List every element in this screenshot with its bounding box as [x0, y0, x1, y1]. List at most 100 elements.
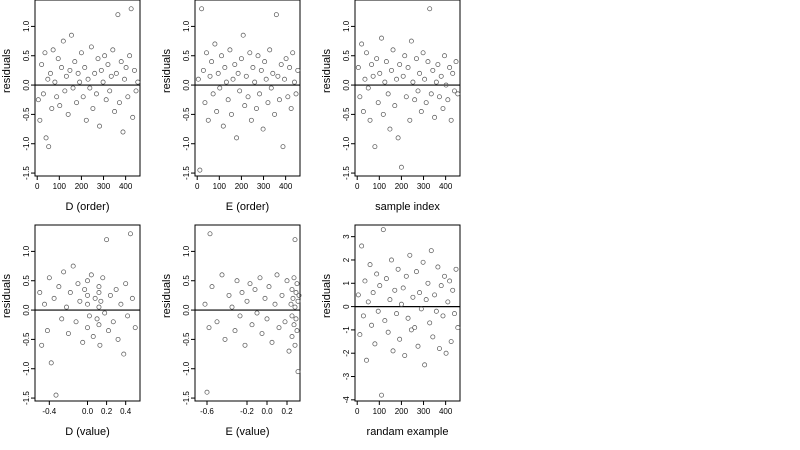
data-point	[237, 313, 243, 319]
data-point	[275, 73, 281, 79]
data-point	[54, 94, 60, 100]
plot-frame	[194, 0, 301, 177]
data-point	[207, 73, 213, 79]
data-point	[276, 97, 282, 103]
data-point	[115, 336, 121, 342]
data-point	[48, 360, 54, 366]
data-point	[252, 287, 258, 292]
data-point	[85, 76, 91, 82]
data-point	[45, 76, 51, 82]
data-point	[209, 284, 215, 290]
data-point	[377, 283, 383, 289]
data-point	[292, 237, 298, 243]
data-point	[219, 53, 224, 59]
data-point	[100, 79, 106, 85]
x-tick-label: 0.4	[120, 407, 132, 416]
data-point	[223, 79, 229, 85]
data-point	[88, 272, 94, 278]
y-tick-label: 3	[342, 234, 351, 239]
data-point	[112, 109, 118, 114]
data-point	[82, 65, 88, 70]
data-point	[248, 117, 254, 123]
data-point	[283, 56, 289, 62]
data-point	[375, 100, 381, 106]
data-point	[128, 231, 133, 237]
data-point	[226, 292, 232, 298]
data-point	[77, 298, 83, 304]
data-point	[282, 319, 288, 325]
x-tick-label: 100	[53, 182, 67, 191]
data-point	[295, 298, 301, 304]
data-point	[125, 313, 131, 319]
data-point	[374, 271, 380, 277]
data-point	[49, 106, 55, 111]
data-point	[443, 350, 449, 356]
data-point	[98, 298, 104, 304]
data-point	[285, 94, 291, 100]
data-point	[242, 342, 248, 348]
data-point	[132, 67, 137, 73]
y-tick-label: -1.5	[342, 166, 351, 180]
data-point	[105, 62, 111, 67]
data-point	[116, 100, 122, 106]
data-point	[272, 301, 278, 307]
data-point	[427, 320, 433, 326]
x-tick-label: 0.2	[101, 407, 113, 416]
data-point	[42, 50, 48, 56]
data-point	[102, 53, 108, 59]
data-point	[94, 316, 100, 322]
data-point	[222, 336, 228, 342]
data-point	[405, 65, 411, 70]
data-point	[120, 129, 126, 135]
data-point	[97, 123, 102, 129]
data-point	[453, 59, 459, 65]
data-point	[400, 285, 406, 291]
data-point	[359, 243, 365, 249]
scatter-panel-1: 0 100 200 300 400 -1.5 -1.0 -0.5 0.0 0.5 1.0 D (ord…	[1, 0, 141, 213]
data-point	[195, 76, 201, 82]
data-point	[293, 316, 299, 322]
data-point	[289, 287, 295, 292]
data-point	[418, 306, 424, 312]
data-point	[227, 47, 233, 53]
data-point	[420, 50, 426, 56]
data-point	[383, 276, 389, 282]
data-point	[448, 339, 454, 345]
data-point	[106, 328, 111, 334]
data-point	[370, 73, 376, 79]
data-point	[291, 275, 297, 281]
data-point	[280, 144, 286, 150]
scatter-panel-6: 0 100 200 300 400 -4 -3 -2 -1 0 1 2 3 randam example r…	[321, 224, 461, 438]
data-point	[63, 73, 69, 79]
data-point	[113, 287, 119, 292]
data-point	[292, 79, 297, 85]
data-point	[247, 281, 253, 287]
y-tick-label: 1.0	[22, 245, 31, 257]
data-point	[442, 273, 447, 279]
data-point	[230, 76, 236, 82]
data-point	[50, 47, 56, 53]
y-tick-label: 0.5	[342, 50, 351, 62]
data-point	[430, 67, 436, 73]
data-point	[362, 76, 368, 82]
data-point	[389, 257, 394, 263]
data-point	[135, 79, 141, 85]
x-axis-title: randam example	[367, 426, 449, 438]
data-point	[447, 278, 453, 284]
data-point	[291, 322, 297, 328]
data-point	[217, 85, 223, 91]
data-point	[408, 38, 414, 44]
data-point	[96, 284, 102, 290]
data-point	[415, 88, 421, 94]
x-tick-label: 100	[373, 407, 387, 416]
y-tick-label: -3	[342, 372, 351, 380]
data-point	[59, 65, 64, 70]
y-tick-label: -0.5	[22, 332, 31, 346]
data-point	[392, 287, 398, 293]
data-point	[102, 310, 108, 316]
data-point	[274, 272, 280, 278]
data-point	[425, 59, 431, 65]
data-point	[268, 85, 274, 91]
data-point	[118, 59, 124, 65]
data-point	[455, 91, 461, 97]
